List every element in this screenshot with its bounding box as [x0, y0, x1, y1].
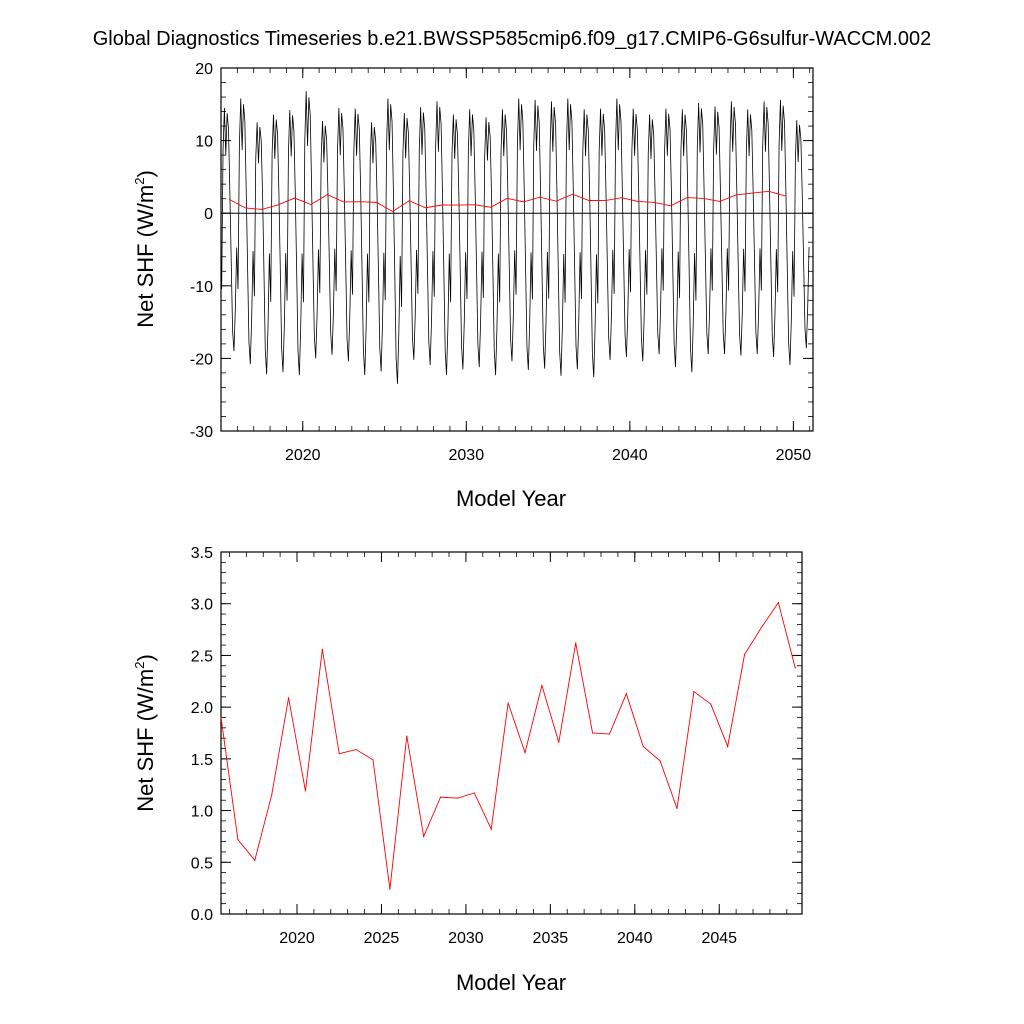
chart1-x-tick-label: 2050	[776, 447, 812, 464]
chart2-data-point	[237, 838, 239, 841]
chart2-data-point	[743, 653, 746, 655]
chart2-data-point	[676, 807, 678, 810]
chart2-data-point	[710, 703, 712, 705]
chart2-x-tick-label: 2045	[701, 930, 737, 947]
chart2-y-tick-label: 3.5	[191, 545, 213, 562]
chart2-data-point	[727, 745, 729, 748]
chart2-data-point	[507, 702, 509, 704]
chart2-data-point	[760, 626, 763, 629]
chart2-y-axis-label-main: Net SHF (W/m	[133, 669, 158, 812]
chart2-y-axis-label-close: )	[133, 654, 158, 661]
chart1-y-axis-label-superscript: 2	[132, 178, 147, 185]
chart2-data-point	[524, 752, 526, 754]
chart2-data-point	[591, 732, 594, 734]
chart2-data-point	[541, 684, 543, 687]
chart1-plot-frame	[220, 67, 814, 432]
chart2-y-tick-label: 1.0	[191, 804, 213, 821]
chart1-y-axis-label-main: Net SHF (W/m	[133, 185, 158, 328]
chart2-y-axis-label: Net SHF (W/m2)	[132, 654, 158, 812]
chart2-data-point	[777, 602, 779, 604]
chart2-data-point	[642, 745, 644, 748]
chart2-data-point	[304, 790, 307, 792]
chart2-annual-mean-line	[220, 601, 796, 890]
chart2-y-tick-label: 0.0	[191, 907, 213, 924]
chart2-data-point	[321, 648, 323, 650]
chart2-data-point	[794, 667, 796, 669]
chart2-data-point	[439, 796, 442, 798]
chart2-data-point	[355, 748, 357, 751]
chart2-data-point	[254, 859, 256, 861]
chart2-data-point	[608, 733, 611, 735]
chart2-data-point	[558, 741, 560, 743]
chart2-x-tick-label: 2035	[533, 930, 569, 947]
chart2-y-axis-label-superscript: 2	[132, 662, 147, 669]
chart2-data-point	[287, 697, 290, 699]
chart2-data-point	[693, 691, 695, 693]
chart2-y-tick-label: 3.0	[191, 597, 213, 614]
chart2-y-tick-label: 2.5	[191, 648, 213, 665]
chart2-x-tick-label: 2030	[448, 930, 484, 947]
chart1-x-tick-label: 2020	[285, 447, 321, 464]
chart1-y-tick-label: -20	[190, 351, 213, 368]
chart1-y-tick-label: -10	[190, 279, 213, 296]
chart2-data-point	[389, 888, 391, 890]
chart2-data-point	[473, 792, 475, 794]
chart2-x-tick-label: 2025	[364, 930, 400, 947]
chart2-data-point	[372, 759, 374, 761]
chart1-y-tick-label: 20	[195, 61, 213, 78]
chart1-monthly-series-line	[221, 91, 810, 384]
chart2-data-point	[423, 835, 425, 838]
chart1-annual-mean-line	[228, 190, 786, 212]
chart1-y-axis-label: Net SHF (W/m2)	[132, 170, 158, 328]
chart2-data-point	[490, 828, 492, 830]
chart2-x-axis: 2020 2025 2030 2035 2040 2045	[229, 552, 788, 947]
chart2-data-point	[456, 797, 459, 799]
chart1-x-tick-label: 2030	[449, 447, 485, 464]
chart1-x-axis: 2020 2030 2040 2050	[220, 68, 812, 464]
chart1-y-axis: -30 -20 -10 0 10 20	[190, 61, 813, 441]
chart2-data-point	[220, 716, 222, 719]
chart2-x-axis-label: Model Year	[456, 970, 566, 995]
chart2-data-point	[271, 794, 273, 796]
chart2-data-point	[575, 642, 577, 644]
chart1-y-tick-label: 10	[195, 134, 213, 151]
chart2-data-point	[659, 760, 661, 762]
chart2-y-tick-label: 0.5	[191, 855, 213, 872]
chart2-data-point	[625, 693, 627, 695]
chart2-x-tick-label: 2020	[279, 930, 315, 947]
chart2-data-point	[406, 735, 408, 737]
chart2-plot-frame	[220, 551, 803, 915]
chart1-y-axis-label-close: )	[133, 170, 158, 177]
chart2-y-axis: 0.0 0.5 1.0 1.5 2.0 2.5 3.0 3.5	[191, 545, 802, 924]
chart1-x-axis-label: Model Year	[456, 486, 566, 511]
chart2-x-tick-label: 2040	[617, 930, 653, 947]
chart2-data-points	[220, 602, 796, 890]
chart2-y-tick-label: 2.0	[191, 700, 213, 717]
chart1-x-tick-label: 2040	[612, 447, 648, 464]
chart1-y-tick-label: -30	[190, 424, 213, 441]
chart2-data-point	[338, 753, 340, 755]
chart2-y-tick-label: 1.5	[191, 752, 213, 769]
page-title: Global Diagnostics Timeseries b.e21.BWSS…	[92, 28, 932, 50]
chart1-y-tick-label: 0	[204, 206, 213, 223]
